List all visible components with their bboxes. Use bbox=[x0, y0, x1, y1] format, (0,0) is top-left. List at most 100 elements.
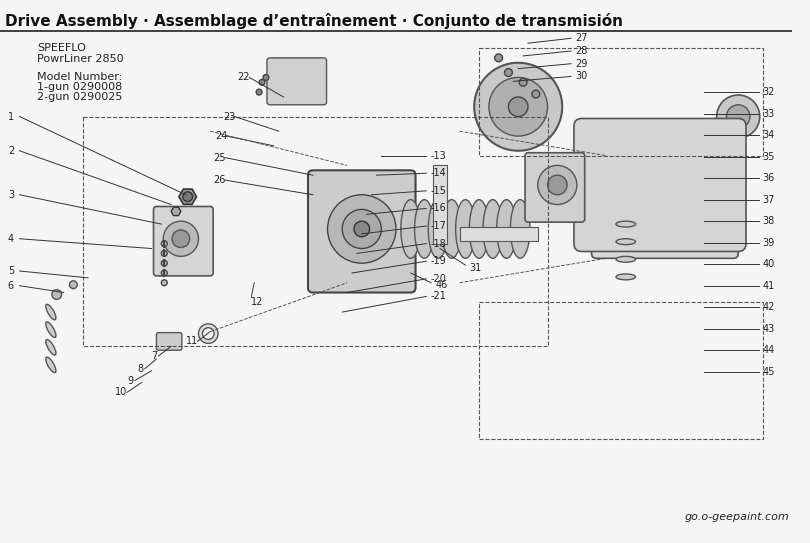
Text: -16: -16 bbox=[430, 204, 446, 213]
Circle shape bbox=[532, 90, 539, 98]
Text: 8: 8 bbox=[137, 364, 143, 374]
Text: 22: 22 bbox=[237, 72, 250, 83]
Bar bbox=[459, 226, 538, 241]
Text: 45: 45 bbox=[763, 367, 775, 377]
Ellipse shape bbox=[456, 200, 475, 258]
Text: 27: 27 bbox=[575, 33, 587, 43]
FancyBboxPatch shape bbox=[525, 153, 585, 222]
Ellipse shape bbox=[510, 200, 530, 258]
Text: go.o-geepaint.com: go.o-geepaint.com bbox=[684, 513, 789, 522]
Ellipse shape bbox=[415, 200, 434, 258]
Circle shape bbox=[519, 78, 527, 86]
Text: -21: -21 bbox=[430, 292, 446, 301]
Text: 4: 4 bbox=[8, 233, 14, 244]
Text: 29: 29 bbox=[575, 59, 587, 69]
Circle shape bbox=[202, 328, 214, 339]
Text: -19: -19 bbox=[430, 256, 446, 266]
Bar bbox=[596, 228, 694, 249]
Circle shape bbox=[161, 241, 167, 247]
Text: 30: 30 bbox=[575, 72, 587, 81]
Ellipse shape bbox=[497, 200, 516, 258]
Text: 6: 6 bbox=[8, 281, 14, 291]
Text: 39: 39 bbox=[763, 238, 775, 248]
Circle shape bbox=[474, 63, 562, 151]
Ellipse shape bbox=[616, 239, 636, 244]
Circle shape bbox=[618, 172, 672, 227]
Text: 40: 40 bbox=[763, 259, 775, 269]
Circle shape bbox=[354, 221, 369, 237]
Circle shape bbox=[263, 74, 269, 80]
Text: 2: 2 bbox=[8, 146, 14, 156]
Text: 42: 42 bbox=[763, 302, 775, 312]
Text: 24: 24 bbox=[215, 131, 228, 141]
Ellipse shape bbox=[442, 200, 462, 258]
Circle shape bbox=[52, 289, 62, 299]
Ellipse shape bbox=[45, 357, 56, 372]
FancyBboxPatch shape bbox=[308, 171, 416, 293]
Circle shape bbox=[161, 270, 167, 276]
Text: 28: 28 bbox=[575, 46, 587, 56]
Text: 26: 26 bbox=[213, 175, 225, 185]
Text: 33: 33 bbox=[763, 109, 775, 118]
Circle shape bbox=[629, 184, 661, 215]
FancyBboxPatch shape bbox=[154, 206, 213, 276]
Circle shape bbox=[259, 79, 265, 85]
Circle shape bbox=[256, 89, 262, 95]
Text: 37: 37 bbox=[763, 194, 775, 205]
Text: 32: 32 bbox=[763, 87, 775, 97]
Text: Drive Assembly · Assemblage d’entraînement · Conjunto de transmisión: Drive Assembly · Assemblage d’entraîneme… bbox=[5, 12, 623, 29]
Bar bbox=[433, 166, 447, 244]
Circle shape bbox=[509, 97, 528, 117]
Circle shape bbox=[172, 230, 190, 248]
FancyBboxPatch shape bbox=[156, 333, 182, 350]
Text: 10: 10 bbox=[115, 387, 128, 397]
Text: 36: 36 bbox=[763, 173, 775, 183]
Ellipse shape bbox=[483, 200, 502, 258]
Circle shape bbox=[183, 192, 193, 201]
Circle shape bbox=[161, 280, 167, 286]
Text: 11: 11 bbox=[185, 337, 198, 346]
Circle shape bbox=[505, 68, 513, 77]
Circle shape bbox=[538, 166, 577, 205]
Text: 46: 46 bbox=[435, 280, 447, 290]
Text: SPEEFLO: SPEEFLO bbox=[37, 43, 86, 53]
Circle shape bbox=[198, 324, 218, 343]
Circle shape bbox=[727, 105, 750, 128]
Ellipse shape bbox=[45, 304, 56, 320]
Circle shape bbox=[489, 78, 548, 136]
Text: 34: 34 bbox=[763, 130, 775, 140]
Text: 1-gun 0290008: 1-gun 0290008 bbox=[37, 82, 122, 92]
Text: 44: 44 bbox=[763, 345, 775, 355]
Circle shape bbox=[717, 95, 760, 138]
Text: 31: 31 bbox=[469, 263, 482, 273]
Text: 35: 35 bbox=[763, 151, 775, 162]
Text: 7: 7 bbox=[151, 351, 158, 361]
Text: 5: 5 bbox=[8, 266, 14, 276]
Circle shape bbox=[327, 195, 396, 263]
Text: 12: 12 bbox=[251, 298, 264, 307]
Circle shape bbox=[161, 260, 167, 266]
Text: Model Number:: Model Number: bbox=[37, 72, 122, 83]
Ellipse shape bbox=[45, 339, 56, 355]
Text: 25: 25 bbox=[213, 153, 226, 162]
Text: -13: -13 bbox=[430, 150, 446, 161]
Text: 2-gun 0290025: 2-gun 0290025 bbox=[37, 92, 122, 102]
Circle shape bbox=[164, 221, 198, 256]
Text: 43: 43 bbox=[763, 324, 775, 334]
Ellipse shape bbox=[616, 256, 636, 262]
Circle shape bbox=[495, 54, 502, 62]
Text: 1: 1 bbox=[8, 111, 14, 122]
Text: 41: 41 bbox=[763, 281, 775, 291]
Circle shape bbox=[70, 281, 77, 289]
Text: 38: 38 bbox=[763, 216, 775, 226]
Bar bbox=[616, 142, 675, 160]
FancyBboxPatch shape bbox=[591, 131, 738, 258]
FancyBboxPatch shape bbox=[267, 58, 326, 105]
Ellipse shape bbox=[428, 200, 448, 258]
Ellipse shape bbox=[469, 200, 489, 258]
Ellipse shape bbox=[616, 221, 636, 227]
Text: -15: -15 bbox=[430, 186, 446, 196]
Circle shape bbox=[161, 250, 167, 256]
Text: -14: -14 bbox=[430, 168, 446, 178]
Ellipse shape bbox=[616, 274, 636, 280]
